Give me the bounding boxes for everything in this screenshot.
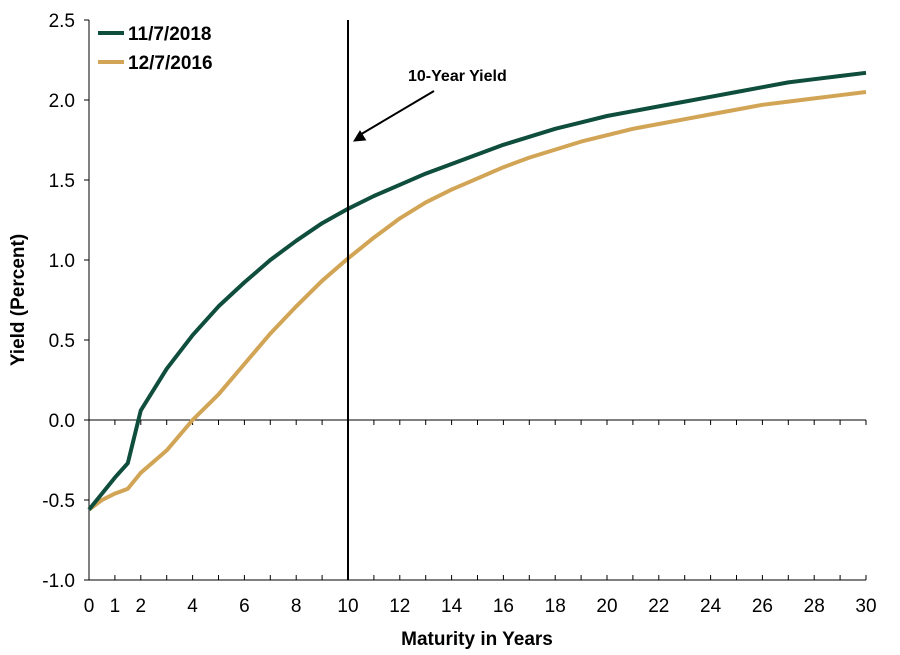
x-tick-label: 1 [110,596,121,617]
x-tick-label: 12 [389,596,410,617]
x-tick-label: 8 [291,596,302,617]
y-tick-label: 2.5 [49,11,75,32]
annotation-label: 10-Year Yield [408,68,507,85]
annotation-arrow-head [353,130,367,142]
series-line-1 [87,90,867,512]
y-tick-label: -0.5 [42,491,75,512]
x-tick-label: 20 [596,596,617,617]
series-lines [87,70,867,512]
y-axis-title: Yield (Percent) [8,234,29,366]
y-tick-label: 1.0 [49,251,75,272]
y-tick-label: 1.5 [49,171,75,192]
x-tick-label: 16 [493,596,514,617]
x-tick-label: 0 [84,596,95,617]
y-tick-label: 0.5 [49,331,75,352]
x-tick-label: 28 [804,596,825,617]
legend-label-2016: 12/7/2016 [128,53,213,74]
plot-area [88,20,866,581]
x-tick-label: 2 [136,596,147,617]
series-line-0 [87,70,867,511]
annotation: 10-Year Yield [353,68,507,142]
x-axis-ticks: 0 1 2 4 6 8 10 12 14 16 18 20 22 24 26 28 30 [84,420,877,617]
x-tick-label: 6 [239,596,250,617]
y-axis-ticks: -1.0 -0.5 0.0 0.5 1.0 1.5 2.0 2.5 [42,11,89,592]
x-tick-label: 14 [441,596,463,617]
x-tick-label: 22 [648,596,669,617]
x-tick-label: 18 [545,596,566,617]
y-tick-label: -1.0 [42,571,75,592]
legend: 11/7/2018 12/7/2016 [98,24,213,74]
x-tick-label: 24 [700,596,722,617]
legend-label-2018: 11/7/2018 [128,24,211,45]
x-axis-title: Maturity in Years [401,629,553,650]
x-tick-label: 10 [337,596,358,617]
x-tick-label: 26 [752,596,773,617]
y-tick-label: 0.0 [49,411,75,432]
y-tick-label: 2.0 [49,91,75,112]
annotation-arrow-shaft [356,90,435,138]
x-tick-label: 30 [855,596,876,617]
x-tick-label: 4 [187,596,198,617]
